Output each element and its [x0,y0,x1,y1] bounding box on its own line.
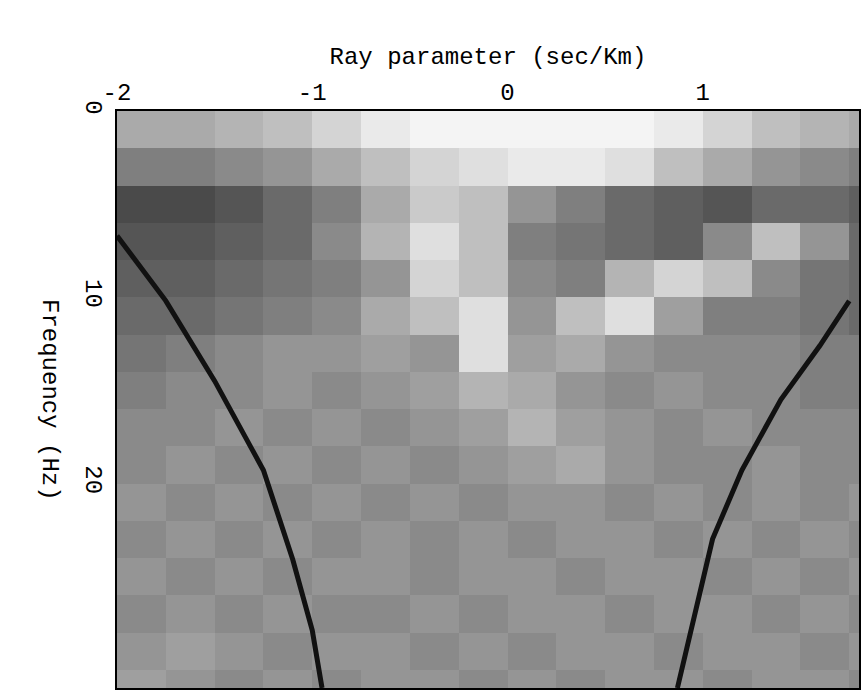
svg-text:Frequency (Hz): Frequency (Hz) [36,299,63,501]
svg-text:1: 1 [696,80,710,107]
svg-text:-2: -2 [103,80,132,107]
svg-text:-1: -1 [298,80,327,107]
svg-text:Ray parameter (sec/Km): Ray parameter (sec/Km) [330,44,647,71]
svg-text:20: 20 [79,465,106,494]
svg-text:10: 10 [79,279,106,308]
svg-text:0: 0 [500,80,514,107]
svg-text:0: 0 [79,100,106,114]
